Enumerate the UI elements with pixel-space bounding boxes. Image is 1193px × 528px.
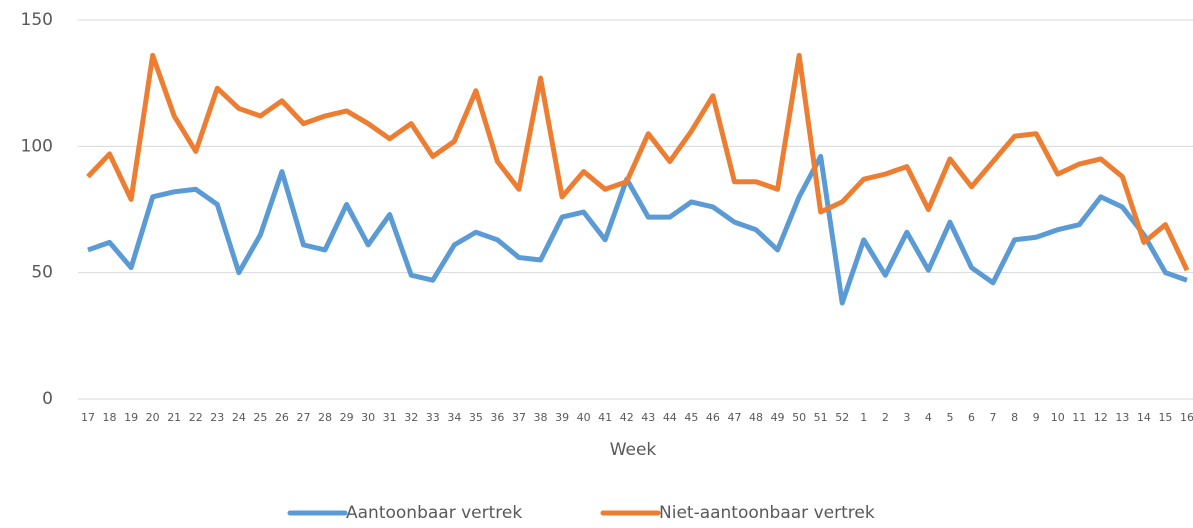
x-tick-label: 34 [447, 411, 461, 424]
x-tick-label: 23 [210, 411, 224, 424]
x-tick-label: 24 [232, 411, 246, 424]
x-tick-label: 46 [706, 411, 720, 424]
x-tick-label: 49 [771, 411, 785, 424]
x-tick-label: 32 [404, 411, 418, 424]
x-tick-label: 41 [598, 411, 612, 424]
x-tick-label: 22 [189, 411, 203, 424]
x-tick-label: 8 [1011, 411, 1018, 424]
x-tick-label: 14 [1137, 411, 1151, 424]
x-tick-label: 52 [835, 411, 849, 424]
legend-label: Aantoonbaar vertrek [346, 503, 522, 523]
x-tick-label: 10 [1051, 411, 1065, 424]
y-tick-label: 100 [21, 136, 53, 156]
x-tick-label: 47 [727, 411, 741, 424]
x-tick-label: 50 [792, 411, 806, 424]
x-tick-label: 12 [1094, 411, 1108, 424]
x-tick-label: 7 [990, 411, 997, 424]
x-tick-label: 28 [318, 411, 332, 424]
x-tick-label: 26 [275, 411, 289, 424]
x-tick-label: 1 [860, 411, 867, 424]
x-tick-label: 21 [167, 411, 181, 424]
x-tick-label: 44 [663, 411, 677, 424]
x-tick-label: 3 [903, 411, 910, 424]
legend-label: Niet-aantoonbaar vertrek [659, 503, 875, 523]
x-axis-label: Week [610, 440, 657, 460]
y-tick-label: 0 [42, 389, 53, 409]
x-tick-label: 29 [340, 411, 354, 424]
x-tick-label: 2 [882, 411, 889, 424]
x-tick-label: 13 [1115, 411, 1129, 424]
x-tick-label: 40 [577, 411, 591, 424]
x-tick-label: 25 [253, 411, 267, 424]
x-tick-label: 20 [146, 411, 160, 424]
y-tick-label: 50 [31, 263, 53, 283]
x-tick-label: 43 [641, 411, 655, 424]
line-series [86, 52, 1190, 272]
x-tick-label: 15 [1158, 411, 1172, 424]
x-tick-label: 30 [361, 411, 375, 424]
x-tick-label: 31 [383, 411, 397, 424]
x-tick-label: 35 [469, 411, 483, 424]
x-tick-label: 42 [620, 411, 634, 424]
x-tick-label: 18 [103, 411, 117, 424]
x-tick-label: 51 [814, 411, 828, 424]
x-tick-label: 36 [490, 411, 504, 424]
x-tick-label: 33 [426, 411, 440, 424]
line-series [87, 153, 1188, 306]
x-tick-label: 9 [1033, 411, 1040, 424]
x-tick-label: 27 [296, 411, 310, 424]
x-tick-label: 4 [925, 411, 932, 424]
x-tick-label: 37 [512, 411, 526, 424]
x-tick-label: 16 [1180, 411, 1193, 424]
x-tick-label: 6 [968, 411, 975, 424]
x-tick-label: 17 [81, 411, 95, 424]
x-tick-label: 38 [534, 411, 548, 424]
x-tick-label: 11 [1072, 411, 1086, 424]
x-tick-label: 19 [124, 411, 138, 424]
x-tick-label: 5 [946, 411, 953, 424]
x-tick-label: 45 [684, 411, 698, 424]
x-tick-label: 48 [749, 411, 763, 424]
x-tick-label: 39 [555, 411, 569, 424]
y-tick-label: 150 [21, 10, 53, 30]
